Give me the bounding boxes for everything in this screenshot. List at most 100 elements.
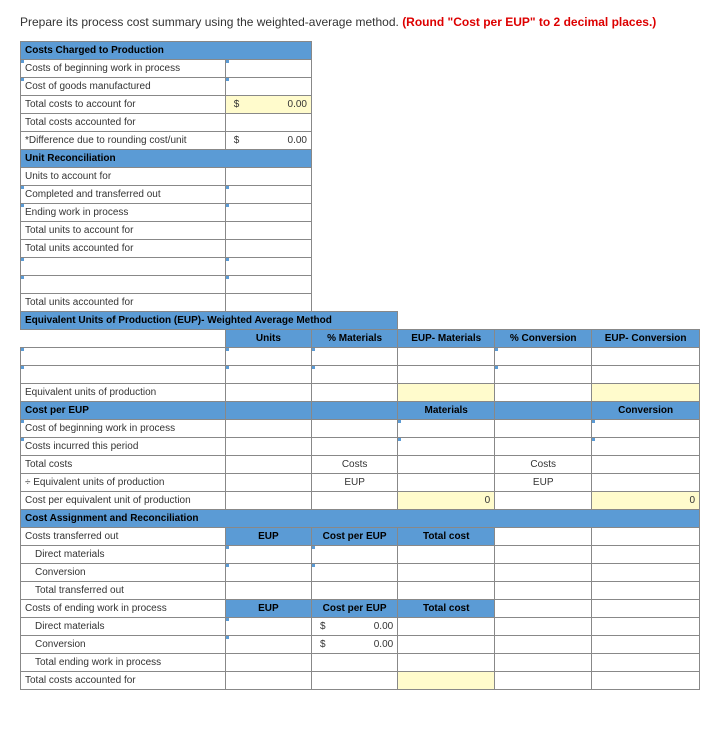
input-cell[interactable] (225, 294, 311, 312)
section-eup: Equivalent Units of Production (EUP)- We… (21, 312, 398, 330)
input-cell[interactable] (225, 168, 311, 186)
input-cell[interactable] (398, 438, 495, 456)
label-eup: EUP (311, 474, 397, 492)
process-cost-table: Costs Charged to Production Costs of beg… (20, 41, 700, 690)
input-cell[interactable] (225, 636, 311, 654)
col-eup2: EUP (225, 528, 311, 546)
input-cell[interactable] (398, 348, 495, 366)
input-cell[interactable] (398, 564, 495, 582)
row-label: Total ending work in process (21, 654, 226, 672)
input-cell[interactable] (225, 546, 311, 564)
row-label: Costs transferred out (21, 528, 226, 546)
input-cell[interactable] (225, 564, 311, 582)
value-cell: $0.00 (225, 96, 311, 114)
input-cell[interactable] (398, 582, 495, 600)
instruction-text: Prepare its process cost summary using t… (20, 15, 696, 29)
label-eup: EUP (495, 474, 592, 492)
input-cell[interactable] (398, 618, 495, 636)
input-cell[interactable] (398, 654, 495, 672)
input-cell[interactable] (592, 456, 700, 474)
input-cell[interactable] (592, 348, 700, 366)
value-cell (398, 384, 495, 402)
row-label: Total costs accounted for (21, 672, 226, 690)
input-cell[interactable] (225, 78, 311, 96)
input-cell[interactable] (398, 474, 495, 492)
input-cell[interactable] (311, 348, 397, 366)
value-cell: $0.00 (225, 132, 311, 150)
input-cell[interactable] (592, 420, 700, 438)
input-cell[interactable] (21, 348, 226, 366)
row-label: Total units accounted for (21, 240, 226, 258)
row-label: Units to account for (21, 168, 226, 186)
row-label: *Difference due to rounding cost/unit (21, 132, 226, 150)
input-cell[interactable] (225, 258, 311, 276)
row-label: Total units accounted for (21, 294, 226, 312)
row-label: Cost of beginning work in process (21, 420, 226, 438)
input-cell[interactable] (311, 546, 397, 564)
col-eup-mat: EUP- Materials (398, 330, 495, 348)
col-total-cost: Total cost (398, 528, 495, 546)
input-cell[interactable] (592, 438, 700, 456)
row-label: Total transferred out (21, 582, 226, 600)
input-cell[interactable] (225, 204, 311, 222)
row-label: Costs of ending work in process (21, 600, 226, 618)
col-cost-per-eup2: Cost per EUP (311, 600, 397, 618)
col-pct-conv: % Conversion (495, 330, 592, 348)
input-cell[interactable] (225, 240, 311, 258)
value-cell: 0 (592, 492, 700, 510)
row-label: Total costs to account for (21, 96, 226, 114)
row-label: Direct materials (21, 618, 226, 636)
value-cell (592, 384, 700, 402)
label-costs: Costs (495, 456, 592, 474)
row-label: Cost of goods manufactured (21, 78, 226, 96)
input-cell[interactable] (311, 564, 397, 582)
section-unit-recon: Unit Reconciliation (21, 150, 312, 168)
section-costs-charged: Costs Charged to Production (21, 42, 312, 60)
input-cell[interactable] (398, 546, 495, 564)
value-cell: $0.00 (311, 636, 397, 654)
section-cost-per-eup: Cost per EUP (21, 402, 226, 420)
row-label: Total costs accounted for (21, 114, 226, 132)
input-cell[interactable] (398, 636, 495, 654)
input-cell[interactable] (398, 456, 495, 474)
input-cell[interactable] (495, 366, 592, 384)
input-cell[interactable] (398, 420, 495, 438)
input-cell[interactable] (225, 366, 311, 384)
col-eup3: EUP (225, 600, 311, 618)
input-cell[interactable] (225, 384, 311, 402)
input-cell[interactable] (225, 186, 311, 204)
value-cell: 0 (398, 492, 495, 510)
instruction-bold: (Round "Cost per EUP" to 2 decimal place… (402, 15, 656, 29)
input-cell[interactable] (21, 258, 226, 276)
input-cell[interactable] (592, 366, 700, 384)
input-cell[interactable] (225, 222, 311, 240)
input-cell[interactable] (225, 60, 311, 78)
input-cell[interactable] (225, 348, 311, 366)
row-label: Conversion (21, 564, 226, 582)
input-cell[interactable] (225, 276, 311, 294)
input-cell[interactable] (592, 474, 700, 492)
input-cell[interactable] (311, 366, 397, 384)
col-pct-mat: % Materials (311, 330, 397, 348)
row-label: Costs of beginning work in process (21, 60, 226, 78)
input-cell[interactable] (398, 366, 495, 384)
col-conversion: Conversion (592, 402, 700, 420)
row-label: Conversion (21, 636, 226, 654)
input-cell[interactable] (495, 348, 592, 366)
row-label: ÷ Equivalent units of production (21, 474, 226, 492)
value-cell: $0.00 (311, 618, 397, 636)
row-label: Completed and transferred out (21, 186, 226, 204)
row-label: Equivalent units of production (21, 384, 226, 402)
instruction-prefix: Prepare its process cost summary using t… (20, 15, 402, 29)
col-eup-conv: EUP- Conversion (592, 330, 700, 348)
input-cell[interactable] (21, 366, 226, 384)
input-cell[interactable] (21, 276, 226, 294)
col-units: Units (225, 330, 311, 348)
input-cell[interactable] (225, 114, 311, 132)
value-cell (398, 672, 495, 690)
col-total-cost2: Total cost (398, 600, 495, 618)
col-materials: Materials (398, 402, 495, 420)
section-cost-assign: Cost Assignment and Reconciliation (21, 510, 700, 528)
row-label: Cost per equivalent unit of production (21, 492, 226, 510)
input-cell[interactable] (225, 618, 311, 636)
